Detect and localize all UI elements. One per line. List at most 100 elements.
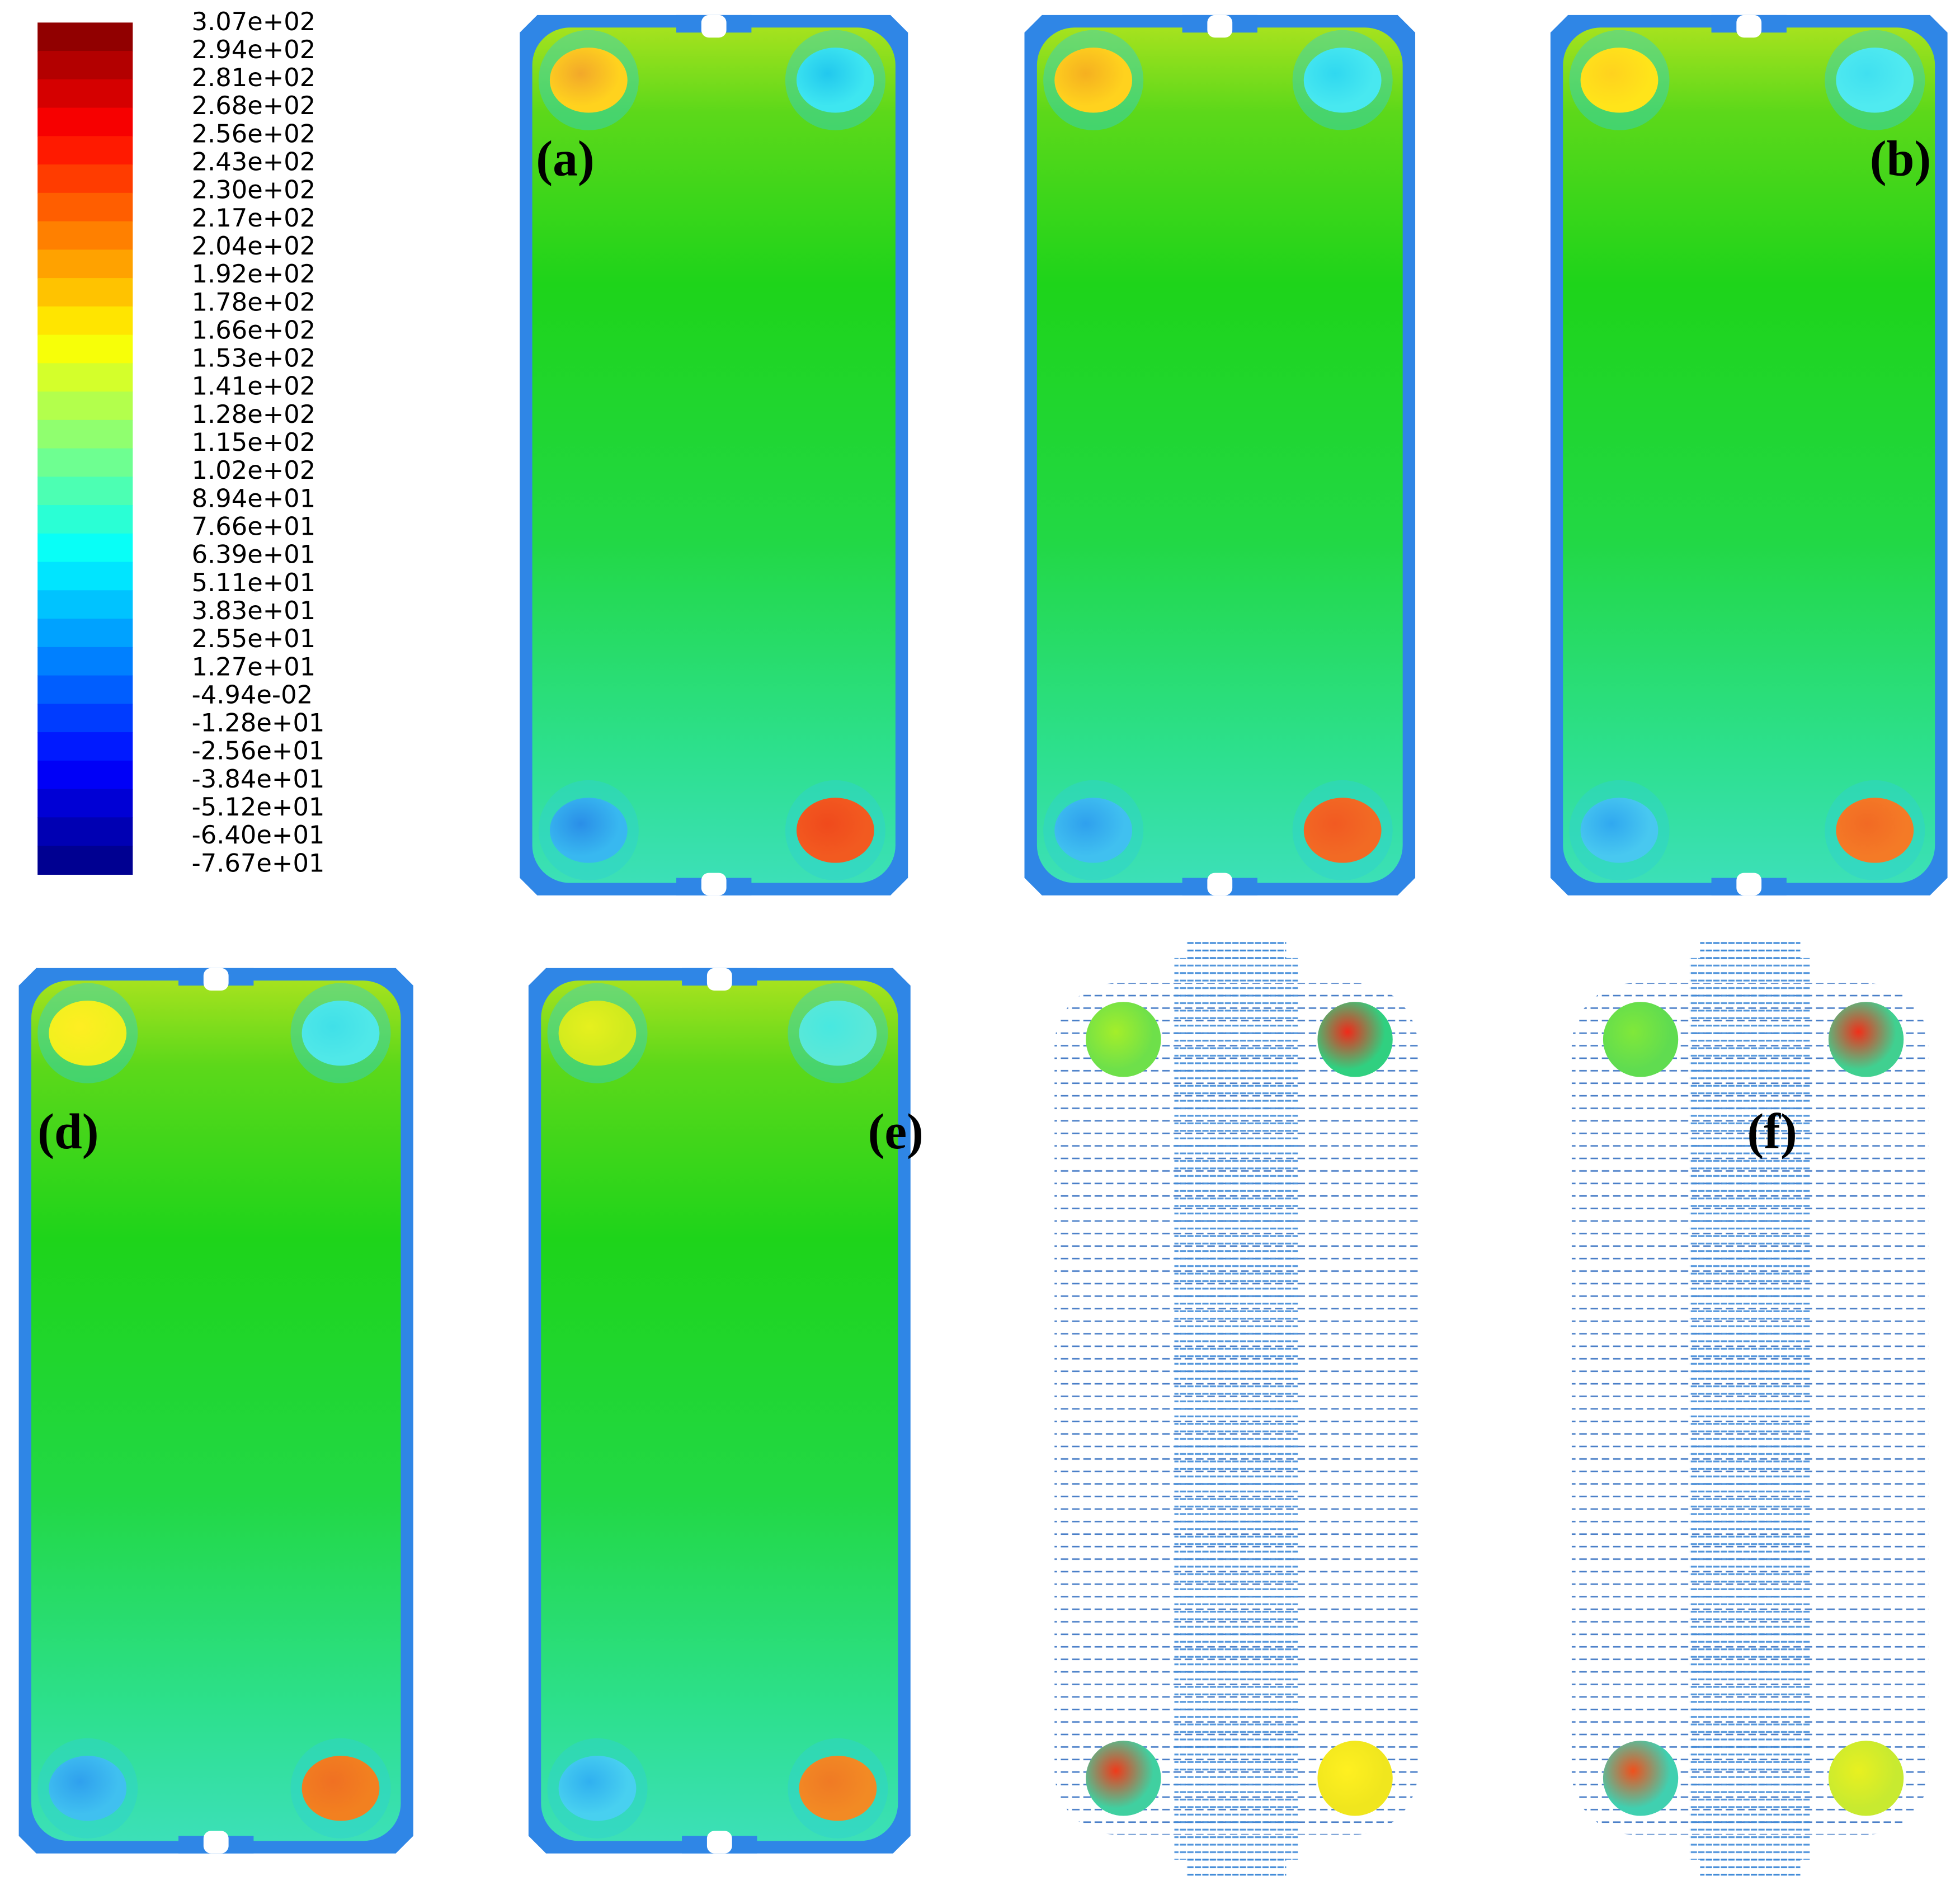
colorbar-label: 3.07e+02: [192, 7, 316, 36]
colorbar-label: 8.94e+01: [192, 483, 316, 513]
port: [1086, 1002, 1161, 1077]
port: [1828, 1741, 1904, 1816]
plate-body: [1563, 27, 1935, 883]
colorbar-band: [37, 562, 133, 591]
port: [301, 1000, 380, 1066]
port: [1054, 48, 1133, 113]
colorbar-label: 2.94e+02: [192, 35, 316, 64]
port: [1054, 798, 1133, 863]
port: [549, 798, 628, 863]
plate: [18, 968, 413, 1854]
port: [1303, 48, 1382, 113]
colorbar-label: 7.66e+01: [192, 512, 316, 541]
colorbar-label: 5.11e+01: [192, 568, 316, 597]
vector-stub: [1700, 939, 1801, 965]
vector-stub: [1700, 1853, 1801, 1879]
port: [799, 1756, 877, 1821]
colorbar-band: [37, 789, 133, 818]
colorbar-band: [37, 221, 133, 251]
colorbar-label: 2.55e+01: [192, 624, 316, 653]
colorbar-label: -7.67e+01: [192, 848, 325, 878]
colorbar-label: 1.15e+02: [192, 427, 316, 457]
notch-gap: [701, 873, 727, 895]
plate-body: [1036, 27, 1403, 883]
port: [549, 48, 628, 113]
colorbar-label: 1.66e+02: [192, 315, 316, 345]
colorbar-label: 2.04e+02: [192, 231, 316, 261]
notch-gap: [1207, 873, 1233, 895]
colorbar-label: 2.68e+02: [192, 91, 316, 120]
colorbar-band: [37, 647, 133, 676]
colorbar-label: 2.17e+02: [192, 203, 316, 233]
colorbar-band: [37, 392, 133, 421]
panel-label: (a): [536, 131, 594, 186]
port: [1303, 798, 1382, 863]
port: [796, 48, 874, 113]
colorbar-band: [37, 675, 133, 705]
port: [301, 1756, 380, 1821]
colorbar-band: [37, 79, 133, 109]
colorbar-label: -1.28e+01: [192, 708, 325, 738]
colorbar-band: [37, 334, 133, 364]
panel-label: (b): [1870, 131, 1931, 186]
port: [49, 1000, 127, 1066]
port: [558, 1756, 637, 1821]
vector-plot: [1054, 939, 1418, 1879]
plate: [1024, 15, 1416, 895]
panel-label: (d): [37, 1104, 98, 1159]
plate-body: [532, 27, 896, 883]
colorbar-band: [37, 51, 133, 80]
colorbar-label: -5.12e+01: [192, 792, 325, 822]
port: [1603, 1002, 1679, 1077]
notch-gap: [706, 968, 732, 991]
colorbar-label: 2.43e+02: [192, 147, 316, 177]
port: [1836, 48, 1914, 113]
plate-body: [541, 980, 898, 1841]
notch-gap: [203, 1831, 229, 1854]
colorbar-label: 1.41e+02: [192, 371, 316, 401]
colorbar-label: 1.78e+02: [192, 287, 316, 317]
notch-gap: [1207, 15, 1233, 38]
plate: [1550, 15, 1948, 895]
port: [799, 1000, 877, 1066]
colorbar-band: [37, 846, 133, 875]
colorbar-label: 1.27e+01: [192, 652, 316, 681]
colorbar-band: [37, 477, 133, 506]
plate: [528, 968, 911, 1854]
port: [1317, 1741, 1393, 1816]
vector-stub: [1186, 939, 1287, 965]
colorbar-band: [37, 760, 133, 790]
port: [558, 1000, 637, 1066]
colorbar-label: -4.94e-02: [192, 680, 313, 709]
panel-label: (e): [868, 1104, 924, 1159]
colorbar-label: 3.83e+01: [192, 596, 316, 625]
colorbar-label: 1.92e+02: [192, 259, 316, 289]
colorbar-band: [37, 590, 133, 620]
colorbar-band: [37, 505, 133, 534]
port: [1317, 1002, 1393, 1077]
port: [1086, 1741, 1161, 1816]
colorbar-band: [37, 619, 133, 648]
port: [1836, 798, 1914, 863]
port: [1603, 1741, 1679, 1816]
colorbar-band: [37, 192, 133, 222]
notch-gap: [701, 15, 727, 38]
notch-gap: [1736, 873, 1762, 895]
notch-gap: [1736, 15, 1762, 38]
colorbar-label: 1.53e+02: [192, 343, 316, 373]
colorbar-band: [37, 533, 133, 563]
colorbar-label: 2.56e+02: [192, 119, 316, 148]
colorbar-label: 1.02e+02: [192, 455, 316, 485]
colorbar-band: [37, 164, 133, 194]
colorbar-label: 2.81e+02: [192, 63, 316, 92]
colorbar-band: [37, 817, 133, 847]
colorbar-band: [37, 306, 133, 336]
colorbar-band: [37, 278, 133, 307]
vector-core: [1174, 958, 1298, 1860]
port: [1580, 798, 1659, 863]
port: [49, 1756, 127, 1821]
colorbar-label: 1.28e+02: [192, 399, 316, 429]
colorbar-band: [37, 107, 133, 137]
colorbar-band: [37, 249, 133, 279]
